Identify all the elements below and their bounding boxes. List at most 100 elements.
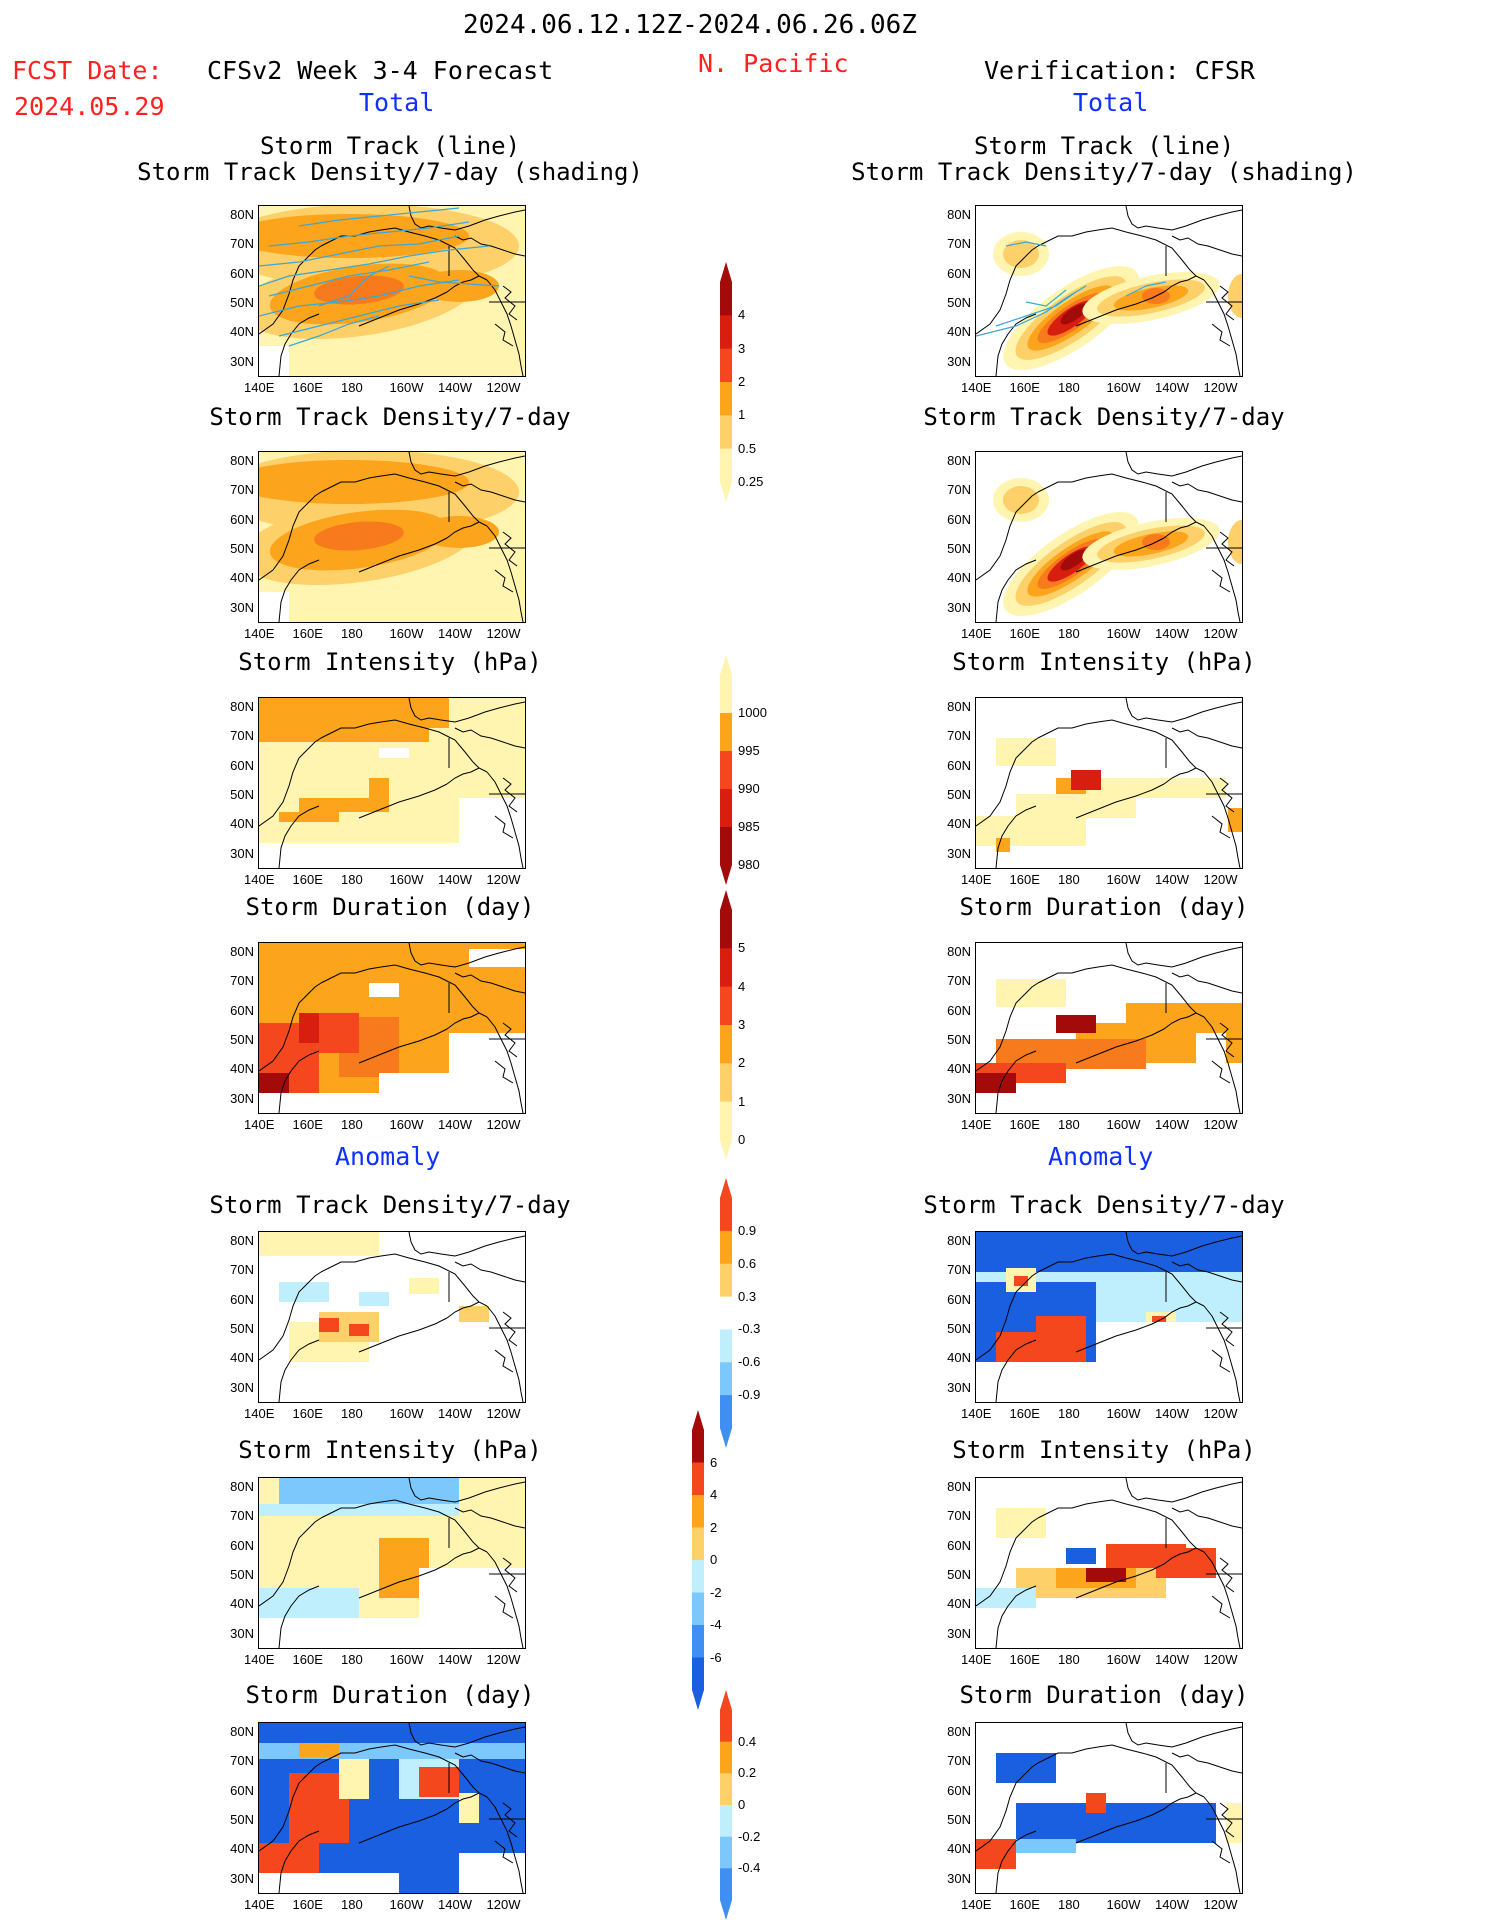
coastline: [1203, 279, 1241, 376]
coastline: [408, 1478, 525, 1503]
coastline: [358, 1563, 448, 1599]
lon-tick-label: 140E: [961, 1652, 992, 1667]
lon-tick-label: 120W: [486, 1897, 521, 1912]
coastline: [454, 1261, 525, 1283]
coastline: [1203, 525, 1241, 622]
storm-track-line: [298, 207, 460, 227]
lat-tick-label: 80N: [947, 453, 971, 468]
lon-tick-label: 140W: [438, 1652, 472, 1667]
lon-tick-label: 160E: [292, 380, 323, 395]
lat-tick-label: 40N: [230, 816, 254, 832]
coastline: [1211, 1840, 1231, 1864]
lon-tick-label: 160E: [1009, 872, 1040, 887]
coastline: [1125, 477, 1205, 527]
lat-tick-label: 50N: [947, 1031, 971, 1047]
colorbar-segment: [692, 1527, 704, 1561]
lat-tick-label: 80N: [947, 207, 971, 222]
coastline: [1037, 473, 1127, 493]
lat-tick-label: 70N: [230, 728, 254, 744]
colorbar-segment: [720, 1329, 732, 1363]
coastline: [995, 559, 1037, 622]
lon-tick-label: 120W: [1203, 1117, 1238, 1132]
lat-tick-label: 50N: [230, 1320, 254, 1336]
colorbar-tick-label: -2: [710, 1584, 722, 1600]
map-forecast-total-intensity: [258, 697, 526, 869]
coastline: [502, 777, 518, 813]
colorbar-tick-label: 4: [738, 307, 746, 323]
colorbar-tick-label: 6: [710, 1454, 718, 1470]
left-total-label: Total: [359, 88, 435, 117]
colorbar-segment: [720, 1230, 732, 1265]
map-verification-total-density: [975, 451, 1243, 623]
shade-cell: [1056, 1015, 1096, 1033]
storm-track-line: [1125, 281, 1167, 297]
storm-track-line: [259, 235, 460, 267]
shade-blob: [314, 275, 404, 305]
colorbar-tick-label: 0.5: [738, 440, 757, 456]
lon-tick-label: 140E: [244, 872, 275, 887]
coastline: [502, 285, 518, 321]
colorbar-tick-label: 2: [738, 1055, 746, 1071]
lon-tick-label: 160W: [389, 1897, 424, 1912]
shade-cell: [1071, 770, 1101, 790]
lat-tick-label: 70N: [947, 973, 971, 989]
lon-tick-label: 120W: [1203, 1652, 1238, 1667]
storm-track-line: [318, 265, 390, 307]
lat-tick-label: 40N: [947, 1596, 971, 1612]
lat-tick-label: 50N: [230, 1566, 254, 1582]
shade-cell: [1066, 778, 1226, 798]
colorbar-tick-label: 3: [738, 1017, 746, 1032]
lat-tick-label: 60N: [947, 511, 971, 527]
panel-title-left-anom-duration: Storm Duration (day): [245, 1681, 535, 1709]
panel-title-left-density: Storm Track Density/7-day: [209, 403, 571, 431]
coastline: [259, 245, 322, 335]
lon-tick-label: 120W: [486, 1652, 521, 1667]
coastline: [320, 719, 410, 739]
shade-cell: [996, 738, 1056, 766]
coastline: [486, 525, 524, 622]
coastline: [1075, 1028, 1165, 1064]
colorbar-segment: [720, 282, 732, 316]
lon-tick-label: 140W: [438, 1406, 472, 1421]
coastline: [1219, 777, 1235, 813]
colorbar-segment: [720, 415, 732, 450]
map-forecast-total-duration: [258, 942, 526, 1114]
lon-tick-label: 180: [341, 1652, 363, 1667]
lon-tick-label: 160W: [1106, 1652, 1141, 1667]
coastline: [454, 235, 525, 257]
lon-tick-label: 140E: [244, 1406, 275, 1421]
colorbar-tick-label: 990: [738, 781, 760, 796]
storm-track-line: [259, 279, 460, 317]
map-forecast-total-track: [258, 205, 526, 377]
lat-tick-label: 30N: [230, 1379, 254, 1395]
colorbar-segment: [692, 1625, 704, 1658]
lat-tick-label: 30N: [947, 1870, 971, 1886]
colorbar-segment: [720, 1836, 732, 1869]
colorbar-arrow: [720, 1178, 732, 1198]
lon-tick-label: 160W: [389, 872, 424, 887]
shade-cell: [459, 1306, 489, 1322]
coastline: [1171, 727, 1242, 749]
shade-blob: [1003, 486, 1039, 514]
map-verification-anomaly-density: [975, 1231, 1243, 1403]
lat-tick-label: 50N: [230, 294, 254, 310]
lon-tick-label: 160W: [389, 380, 424, 395]
shade-cell: [419, 1767, 459, 1797]
coastline: [995, 1050, 1037, 1113]
lat-tick-label: 50N: [947, 786, 971, 802]
lat-tick-label: 40N: [947, 324, 971, 340]
storm-track-line: [408, 275, 500, 287]
coastline: [358, 1317, 448, 1353]
coastline: [1219, 1557, 1235, 1593]
storm-track-line: [288, 315, 380, 347]
coastline: [446, 275, 480, 293]
lat-tick-label: 80N: [230, 1479, 254, 1494]
lat-tick-label: 70N: [230, 236, 254, 252]
lat-tick-label: 80N: [947, 1233, 971, 1248]
lon-tick-label: 140W: [438, 1897, 472, 1912]
lat-tick-label: 50N: [947, 1811, 971, 1827]
lon-tick-label: 140W: [438, 1117, 472, 1132]
coastline: [502, 1022, 518, 1058]
shade-cell: [259, 1232, 379, 1256]
shade-cell: [299, 798, 389, 812]
